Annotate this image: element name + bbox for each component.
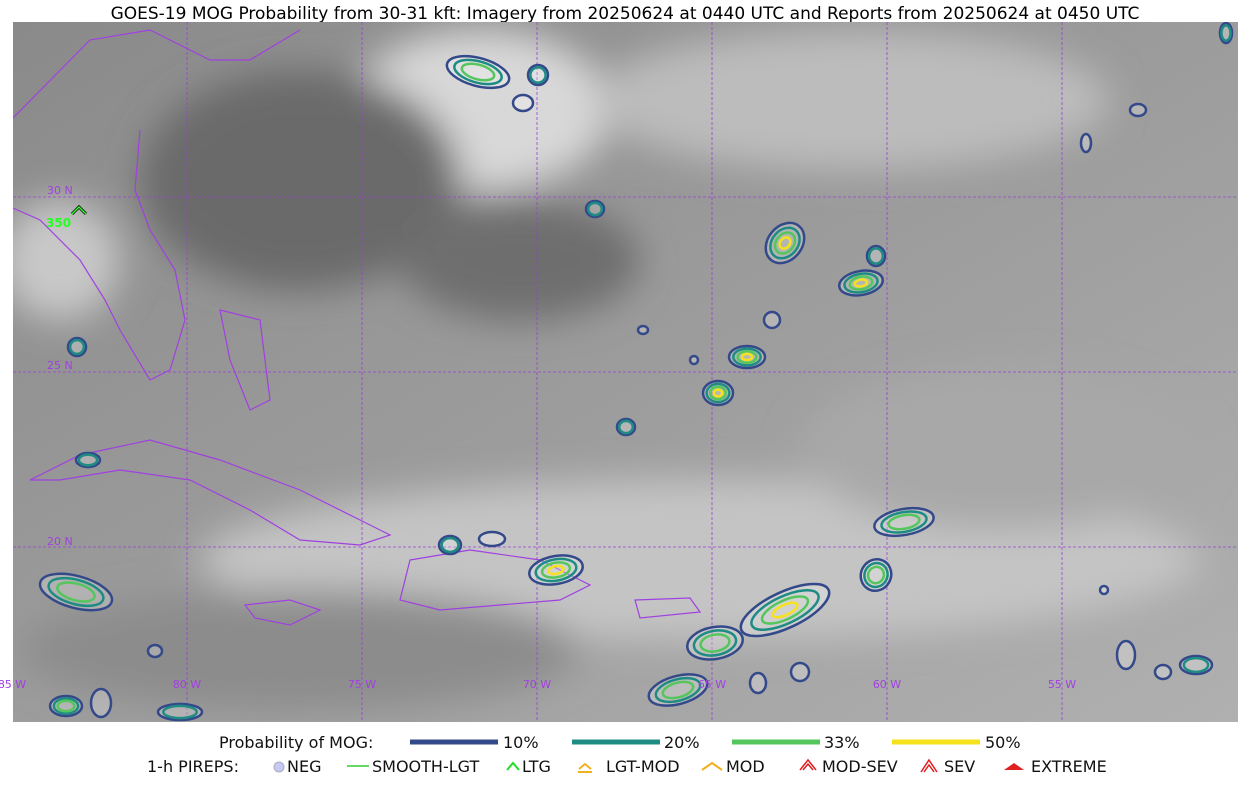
imagery: 350 <box>13 22 1238 722</box>
contour <box>880 510 928 534</box>
contour <box>688 354 700 366</box>
lat-label: 30 N <box>47 184 73 197</box>
contour <box>534 557 578 583</box>
legend-label: SMOOTH-LGT <box>372 757 479 776</box>
contour <box>887 513 921 531</box>
contour <box>866 565 886 585</box>
contour <box>708 385 728 401</box>
contour <box>52 697 80 715</box>
contour <box>56 581 96 603</box>
contour <box>56 699 76 713</box>
legend-label: EXTREME <box>1031 757 1107 776</box>
lon-label: 70 W <box>523 678 551 691</box>
legend-label: 50% <box>985 733 1021 752</box>
contour <box>636 324 650 336</box>
contour <box>748 671 768 695</box>
grid-labels: 30 N 25 N 20 N 85 W 80 W 75 W 70 W 65 W … <box>0 184 1076 691</box>
contour <box>453 58 503 86</box>
contour <box>38 572 114 612</box>
legend-label: NEG <box>287 757 321 776</box>
lat-label: 20 N <box>47 535 73 548</box>
contour <box>77 453 99 467</box>
contour <box>540 561 572 579</box>
contour <box>477 530 507 548</box>
lat-label: 25 N <box>47 359 73 372</box>
legend-label: MOD <box>726 757 765 776</box>
contour <box>771 601 799 619</box>
legend-label: SEV <box>944 757 975 776</box>
contour <box>853 278 869 288</box>
contour <box>705 382 731 404</box>
contour <box>460 62 496 82</box>
contour <box>647 673 709 707</box>
legend-label: 33% <box>824 733 860 752</box>
contour <box>732 347 762 367</box>
grid <box>13 22 1238 722</box>
lon-label: 55 W <box>1048 678 1076 691</box>
contour <box>1079 132 1093 154</box>
contour <box>769 226 801 260</box>
contour <box>617 419 635 435</box>
lon-label: 65 W <box>698 678 726 691</box>
contour <box>867 247 885 265</box>
lon-label: 85 W <box>0 678 26 691</box>
contour <box>843 272 879 294</box>
contour <box>699 633 731 653</box>
legend-label: 10% <box>503 733 539 752</box>
contour <box>47 576 105 608</box>
legend: Probability of MOG: 10% 20% 33% 50% 1-h … <box>147 733 1107 776</box>
contour <box>740 352 754 362</box>
legend-title: Probability of MOG: <box>219 733 373 752</box>
contour <box>863 561 889 589</box>
contour <box>68 338 86 356</box>
contour <box>692 629 738 657</box>
legend-title: 1-h PIREPS: <box>147 757 239 776</box>
pirep-altitude: 350 <box>46 216 71 230</box>
contour <box>778 236 792 250</box>
contour <box>1153 663 1173 681</box>
mog-contours <box>38 22 1234 722</box>
contour <box>511 93 535 113</box>
legend-label: MOD-SEV <box>822 757 898 776</box>
contour <box>789 661 811 683</box>
title: GOES-19 MOG Probability from 30-31 kft: … <box>111 4 1140 24</box>
contour <box>1128 102 1148 118</box>
contour <box>162 704 198 720</box>
contour <box>1115 639 1137 671</box>
legend-label: LTG <box>522 757 551 776</box>
contour <box>773 231 797 255</box>
lon-label: 60 W <box>873 678 901 691</box>
contour <box>89 687 113 719</box>
legend-label: 20% <box>664 733 700 752</box>
contour <box>440 536 460 554</box>
legend-label: LGT-MOD <box>606 757 680 776</box>
contour <box>736 350 758 364</box>
contour <box>848 275 874 291</box>
contour <box>529 66 547 84</box>
contour <box>712 388 724 398</box>
contour <box>1220 24 1232 42</box>
contour <box>146 643 164 659</box>
contour <box>873 506 935 538</box>
contour <box>547 564 565 576</box>
contour <box>654 676 702 704</box>
contour <box>750 588 820 632</box>
contour <box>1098 584 1110 596</box>
contour <box>762 310 782 330</box>
contour <box>445 54 511 90</box>
contour <box>760 595 810 625</box>
contour <box>661 680 695 700</box>
contour <box>1182 656 1210 674</box>
contour <box>586 201 604 217</box>
lon-label: 75 W <box>348 678 376 691</box>
lon-label: 80 W <box>173 678 201 691</box>
